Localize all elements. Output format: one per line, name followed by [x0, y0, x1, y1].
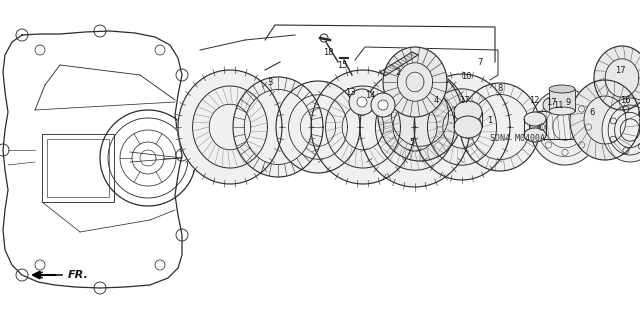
- Polygon shape: [178, 70, 282, 184]
- Text: 9: 9: [565, 98, 571, 107]
- Ellipse shape: [454, 116, 482, 138]
- Text: 2: 2: [396, 68, 401, 76]
- Text: 1: 1: [488, 116, 493, 124]
- Ellipse shape: [543, 97, 563, 113]
- Polygon shape: [311, 70, 415, 184]
- Bar: [549, 89, 575, 111]
- Text: 7: 7: [477, 58, 483, 67]
- Circle shape: [357, 97, 367, 107]
- Text: 6: 6: [589, 108, 595, 116]
- Polygon shape: [276, 81, 360, 173]
- Text: 17: 17: [459, 95, 469, 105]
- Polygon shape: [233, 77, 323, 177]
- Polygon shape: [460, 83, 540, 171]
- Ellipse shape: [454, 101, 482, 123]
- Polygon shape: [360, 67, 470, 187]
- Text: 8: 8: [497, 84, 502, 92]
- Polygon shape: [594, 46, 640, 110]
- Circle shape: [349, 89, 375, 115]
- Text: 12: 12: [529, 95, 540, 105]
- Bar: [47, 139, 109, 197]
- Polygon shape: [380, 52, 418, 76]
- Bar: [42, 134, 114, 202]
- Text: 11: 11: [553, 100, 563, 109]
- Polygon shape: [602, 98, 640, 162]
- Circle shape: [378, 100, 388, 110]
- Polygon shape: [414, 74, 510, 180]
- Text: 17: 17: [614, 66, 625, 75]
- Polygon shape: [570, 80, 640, 160]
- Text: 5: 5: [410, 138, 415, 147]
- Text: 10: 10: [461, 71, 471, 81]
- Text: 13: 13: [345, 87, 355, 97]
- Text: 3: 3: [268, 77, 273, 86]
- Ellipse shape: [549, 107, 575, 115]
- Polygon shape: [530, 89, 600, 165]
- Circle shape: [371, 93, 395, 117]
- Text: 14: 14: [365, 91, 375, 100]
- Text: 18: 18: [323, 47, 333, 57]
- Text: 16: 16: [620, 95, 630, 105]
- Text: FR.: FR.: [68, 270, 89, 280]
- Text: SDN4 M0400A: SDN4 M0400A: [490, 133, 545, 142]
- Ellipse shape: [524, 128, 546, 142]
- Ellipse shape: [549, 85, 575, 93]
- Polygon shape: [383, 47, 447, 117]
- Text: 17: 17: [546, 98, 556, 107]
- Ellipse shape: [524, 112, 546, 126]
- Text: 15: 15: [337, 60, 348, 69]
- Text: 4: 4: [433, 95, 438, 105]
- Polygon shape: [378, 69, 462, 161]
